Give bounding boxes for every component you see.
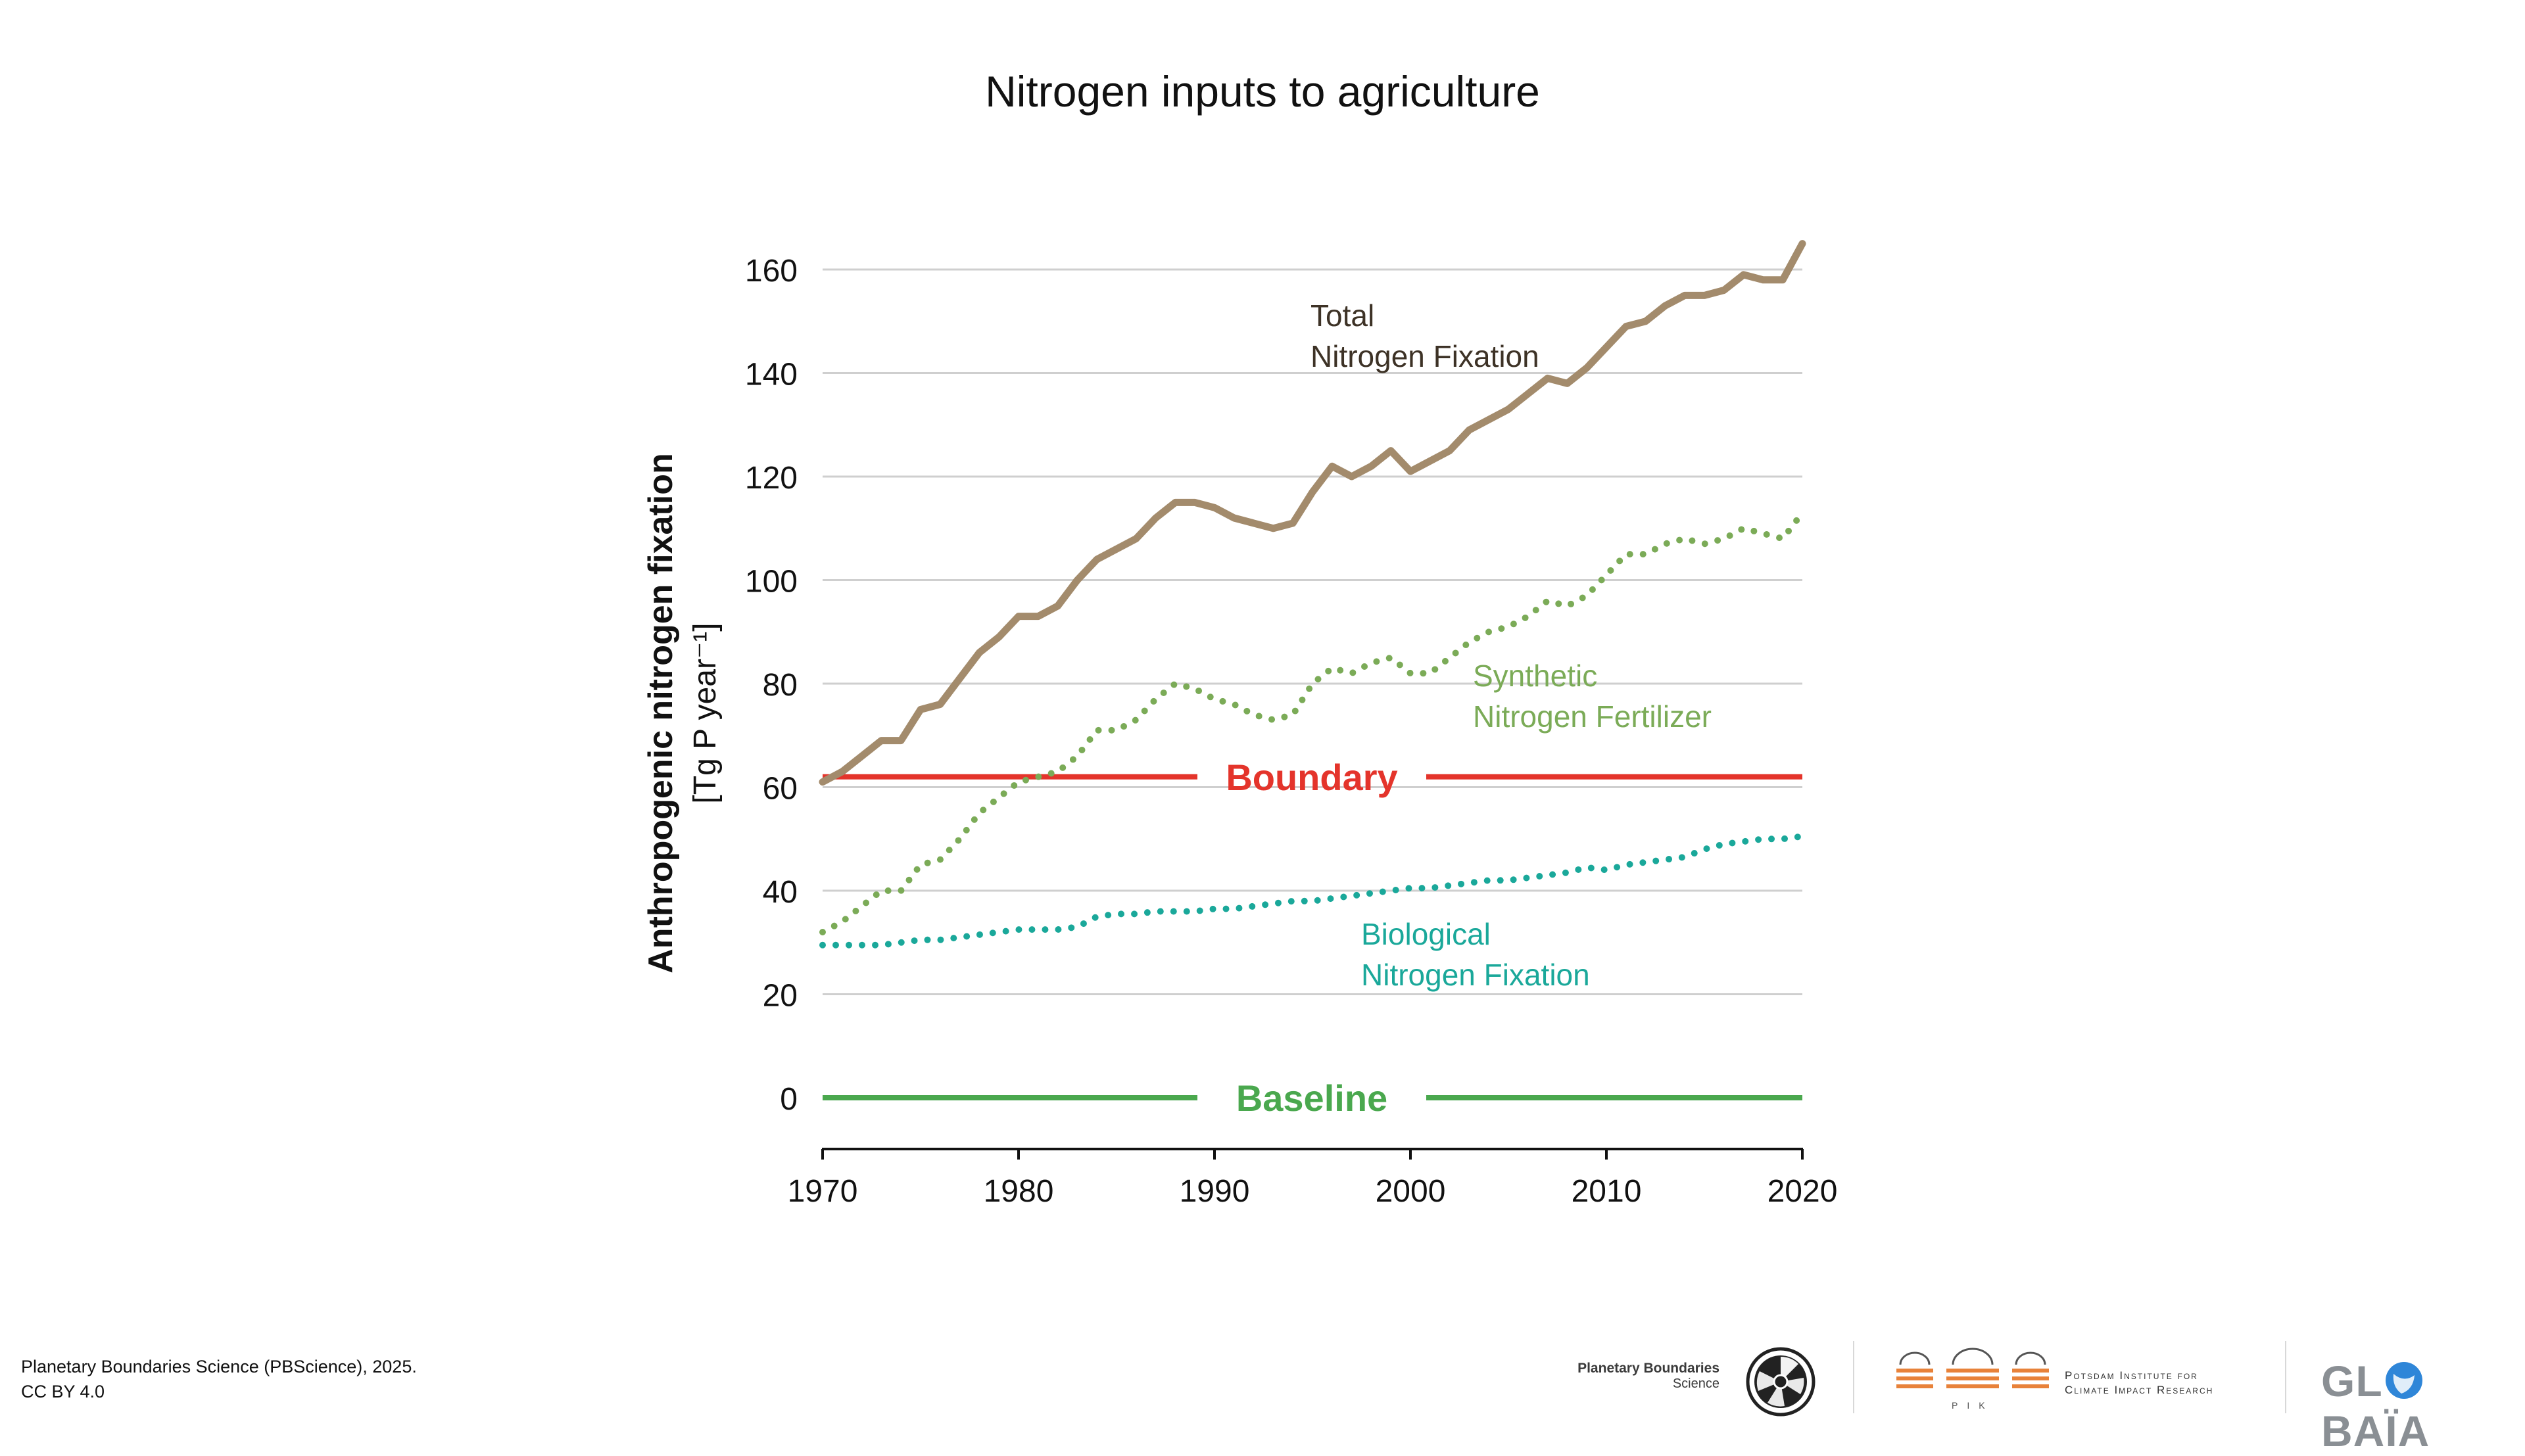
series-label-line: Nitrogen Fertilizer bbox=[1473, 699, 1712, 734]
x-tick-label: 1990 bbox=[1180, 1174, 1250, 1209]
series-label-line: Biological bbox=[1361, 917, 1491, 951]
axes: 0 20 40 60 80 100 120 140 160 1970 1980 1990 2000 201… bbox=[745, 254, 1837, 1209]
series-label-2: Biological Nitrogen Fixation bbox=[1361, 917, 1590, 992]
reference-label-boundary: Boundary bbox=[1226, 757, 1397, 798]
x-tick-label: 2000 bbox=[1376, 1174, 1446, 1209]
series-line-0 bbox=[819, 240, 1806, 786]
y-tick-label: 0 bbox=[780, 1082, 798, 1117]
footer-credit: Planetary Boundaries Science (PBScience)… bbox=[21, 1354, 417, 1404]
series-label-line: Total bbox=[1311, 298, 1374, 333]
y-tick-label: 60 bbox=[763, 772, 798, 807]
x-tick-label: 2010 bbox=[1572, 1174, 1642, 1209]
chart-title: Nitrogen inputs to agriculture bbox=[985, 67, 1540, 116]
x-tick-label: 2020 bbox=[1768, 1174, 1838, 1209]
y-tick-label: 20 bbox=[763, 979, 798, 1014]
series-label-0: Total Nitrogen Fixation bbox=[1311, 298, 1539, 373]
series-labels: Total Nitrogen Fixation Synthetic Nitrogen … bbox=[1311, 298, 1712, 992]
series-label-line: Nitrogen Fixation bbox=[1311, 339, 1539, 373]
credit-line-2: CC BY 4.0 bbox=[21, 1382, 105, 1401]
y-tick-label: 140 bbox=[745, 358, 798, 392]
chart: Nitrogen inputs to agriculture BoundaryB… bbox=[642, 67, 1837, 1209]
y-tick-label: 120 bbox=[745, 461, 798, 496]
reference-label-baseline: Baseline bbox=[1236, 1077, 1387, 1119]
y-tick-label: 80 bbox=[763, 668, 798, 703]
credit-line-1: Planetary Boundaries Science (PBScience)… bbox=[21, 1357, 417, 1376]
x-tick-label: 1970 bbox=[788, 1174, 858, 1209]
y-axis-unit: [Tg P year⁻¹] bbox=[688, 622, 723, 803]
y-axis-label: Anthropogenic nitrogen fixation bbox=[642, 453, 680, 974]
series-label-line: Nitrogen Fixation bbox=[1361, 958, 1590, 992]
y-tick-label: 160 bbox=[745, 254, 798, 289]
x-tick-label: 1980 bbox=[984, 1174, 1054, 1209]
series-label-1: Synthetic Nitrogen Fertilizer bbox=[1473, 659, 1712, 734]
reference-lines: Boundary Baseline bbox=[823, 757, 1802, 1119]
series-lines bbox=[819, 240, 1806, 949]
y-tick-label: 100 bbox=[745, 565, 798, 599]
gridlines bbox=[823, 268, 1802, 995]
series-label-line: Synthetic bbox=[1473, 659, 1597, 693]
y-tick-label: 40 bbox=[763, 875, 798, 910]
